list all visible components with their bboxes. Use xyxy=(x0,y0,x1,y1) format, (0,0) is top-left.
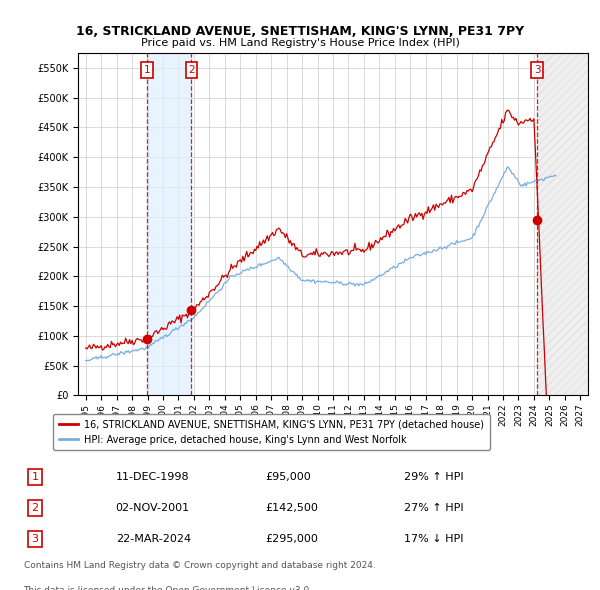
Text: Price paid vs. HM Land Registry's House Price Index (HPI): Price paid vs. HM Land Registry's House … xyxy=(140,38,460,48)
Text: £95,000: £95,000 xyxy=(265,471,311,481)
Text: 27% ↑ HPI: 27% ↑ HPI xyxy=(404,503,463,513)
Text: 2: 2 xyxy=(31,503,38,513)
Bar xyxy=(147,53,191,395)
Text: 16, STRICKLAND AVENUE, SNETTISHAM, KING'S LYNN, PE31 7PY: 16, STRICKLAND AVENUE, SNETTISHAM, KING'… xyxy=(76,25,524,38)
Text: 29% ↑ HPI: 29% ↑ HPI xyxy=(404,471,463,481)
Text: Contains HM Land Registry data © Crown copyright and database right 2024.: Contains HM Land Registry data © Crown c… xyxy=(23,561,375,571)
Text: This data is licensed under the Open Government Licence v3.0.: This data is licensed under the Open Gov… xyxy=(23,586,313,590)
Text: 11-DEC-1998: 11-DEC-1998 xyxy=(116,471,190,481)
Text: 17% ↓ HPI: 17% ↓ HPI xyxy=(404,534,463,544)
Bar xyxy=(538,53,588,395)
Text: 2: 2 xyxy=(188,65,195,75)
Legend: 16, STRICKLAND AVENUE, SNETTISHAM, KING'S LYNN, PE31 7PY (detached house), HPI: : 16, STRICKLAND AVENUE, SNETTISHAM, KING'… xyxy=(53,414,490,450)
Text: 1: 1 xyxy=(32,471,38,481)
Text: 3: 3 xyxy=(534,65,541,75)
Text: £142,500: £142,500 xyxy=(265,503,319,513)
Text: 3: 3 xyxy=(32,534,38,544)
Text: 1: 1 xyxy=(143,65,150,75)
Text: £295,000: £295,000 xyxy=(265,534,319,544)
Text: 22-MAR-2024: 22-MAR-2024 xyxy=(116,534,191,544)
Bar xyxy=(538,53,588,395)
Text: 02-NOV-2001: 02-NOV-2001 xyxy=(116,503,190,513)
